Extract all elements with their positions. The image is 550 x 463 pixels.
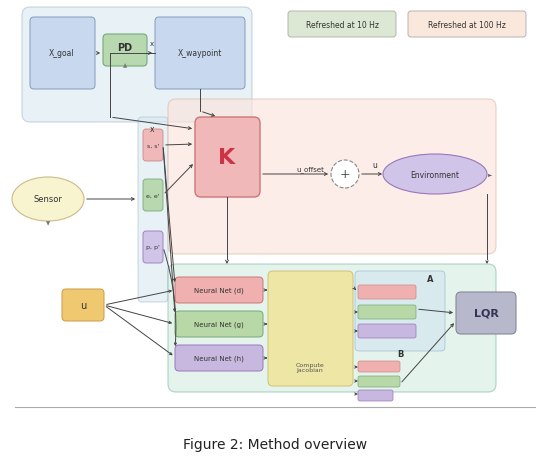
- Text: X_waypoint: X_waypoint: [178, 50, 222, 58]
- Text: Neural Net (h): Neural Net (h): [194, 355, 244, 362]
- FancyBboxPatch shape: [268, 271, 353, 386]
- FancyBboxPatch shape: [358, 285, 416, 300]
- Text: s, s': s, s': [147, 143, 159, 148]
- Text: x: x: [150, 125, 154, 134]
- Text: e, e': e, e': [146, 193, 160, 198]
- FancyBboxPatch shape: [288, 12, 396, 38]
- FancyBboxPatch shape: [175, 345, 263, 371]
- FancyBboxPatch shape: [175, 311, 263, 337]
- Ellipse shape: [383, 155, 487, 194]
- Text: x: x: [150, 41, 154, 47]
- Text: Refreshed at 10 Hz: Refreshed at 10 Hz: [305, 20, 378, 30]
- Text: ▲: ▲: [123, 63, 127, 69]
- FancyBboxPatch shape: [358, 376, 400, 387]
- Text: PD: PD: [118, 43, 133, 53]
- FancyBboxPatch shape: [62, 289, 104, 321]
- FancyBboxPatch shape: [103, 35, 147, 67]
- FancyBboxPatch shape: [22, 8, 252, 123]
- Text: Sensor: Sensor: [34, 195, 63, 204]
- Text: X_goal: X_goal: [49, 50, 75, 58]
- FancyBboxPatch shape: [155, 18, 245, 90]
- Text: +: +: [340, 168, 350, 181]
- FancyBboxPatch shape: [138, 118, 168, 302]
- FancyBboxPatch shape: [358, 390, 393, 401]
- Text: B: B: [397, 350, 403, 359]
- FancyBboxPatch shape: [175, 277, 263, 303]
- FancyBboxPatch shape: [143, 180, 163, 212]
- FancyBboxPatch shape: [143, 232, 163, 263]
- Text: ▼: ▼: [46, 221, 50, 226]
- FancyBboxPatch shape: [355, 271, 445, 351]
- Text: p, p': p, p': [146, 245, 160, 250]
- FancyBboxPatch shape: [358, 361, 400, 372]
- Text: LQR: LQR: [474, 308, 498, 319]
- Circle shape: [331, 161, 359, 188]
- FancyBboxPatch shape: [358, 324, 416, 338]
- Text: K: K: [218, 148, 235, 168]
- Text: Neural Net (g): Neural Net (g): [194, 321, 244, 327]
- FancyBboxPatch shape: [168, 100, 496, 255]
- Text: u: u: [80, 300, 86, 310]
- Text: Environment: Environment: [410, 170, 459, 179]
- FancyBboxPatch shape: [168, 264, 496, 392]
- Text: Figure 2: Method overview: Figure 2: Method overview: [183, 437, 367, 451]
- FancyBboxPatch shape: [143, 130, 163, 162]
- Text: Refreshed at 100 Hz: Refreshed at 100 Hz: [428, 20, 506, 30]
- Text: A: A: [427, 275, 433, 284]
- FancyBboxPatch shape: [456, 292, 516, 334]
- Text: Neural Net (d): Neural Net (d): [194, 287, 244, 294]
- Text: u_offset: u_offset: [296, 166, 324, 173]
- FancyBboxPatch shape: [408, 12, 526, 38]
- FancyBboxPatch shape: [30, 18, 95, 90]
- FancyBboxPatch shape: [195, 118, 260, 198]
- FancyBboxPatch shape: [358, 305, 416, 319]
- Text: ►: ►: [488, 172, 492, 177]
- Text: Compute
Jacobian: Compute Jacobian: [296, 362, 324, 373]
- Ellipse shape: [12, 178, 84, 221]
- Text: u: u: [372, 160, 377, 169]
